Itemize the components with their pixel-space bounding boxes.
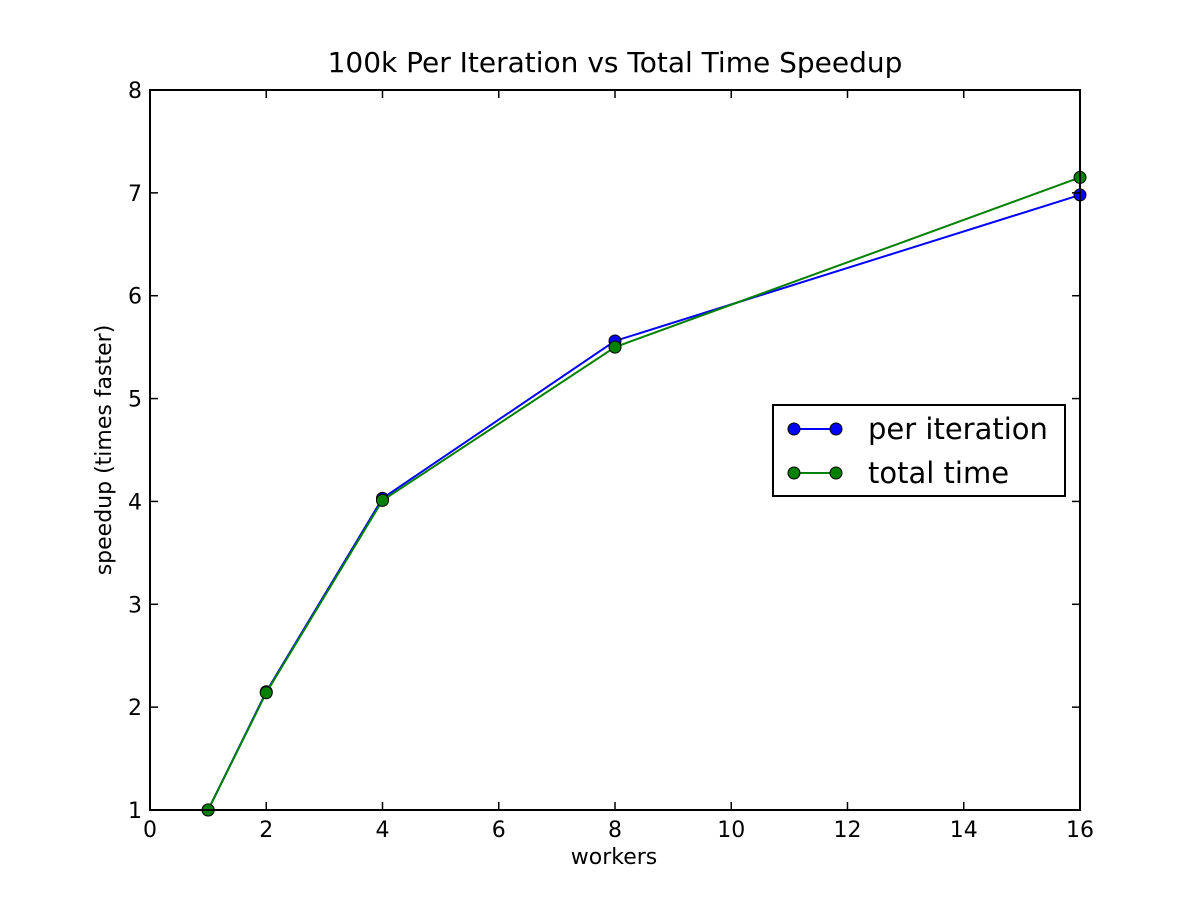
chart-title: 100k Per Iteration vs Total Time Speedup: [328, 46, 903, 79]
legend-marker-total-time: [829, 466, 843, 480]
x-tick-label: 10: [717, 818, 745, 843]
data-point-total-time: [259, 686, 273, 700]
legend: per iteration total time: [772, 404, 1066, 497]
x-tick-label: 4: [376, 818, 390, 843]
y-tick-label: 1: [128, 799, 142, 824]
plot-area: [201, 170, 1087, 817]
legend-box: [772, 404, 1066, 497]
legend-label-total-time: total time: [868, 456, 1009, 490]
y-tick-label: 7: [128, 182, 142, 207]
x-tick-label: 8: [608, 818, 622, 843]
y-tick-label: 4: [128, 490, 142, 515]
x-tick-label: 14: [950, 818, 978, 843]
x-tick-label: 0: [143, 818, 157, 843]
y-tick-label: 8: [128, 79, 142, 104]
data-point-total-time: [376, 493, 389, 507]
y-tick-label: 2: [128, 696, 142, 721]
series-line-per-iteration: [207, 193, 1081, 811]
x-tick-label: 12: [834, 818, 862, 843]
legend-label-per-iteration: per iteration: [868, 412, 1048, 446]
x-tick-label: 2: [259, 818, 273, 843]
data-point-total-time: [608, 340, 622, 354]
x-tick-label: 6: [492, 818, 506, 843]
y-axis-label: speedup (times faster): [92, 325, 117, 576]
x-axis-label: workers: [571, 845, 658, 870]
y-tick-label: 6: [128, 285, 142, 310]
y-tick-label: 3: [128, 593, 142, 618]
y-tick-label: 5: [128, 388, 142, 413]
x-tick-label: 16: [1066, 818, 1094, 843]
legend-marker-per-iteration: [829, 422, 843, 436]
legend-marker-total-time: [787, 466, 801, 480]
legend-marker-per-iteration: [787, 422, 801, 436]
